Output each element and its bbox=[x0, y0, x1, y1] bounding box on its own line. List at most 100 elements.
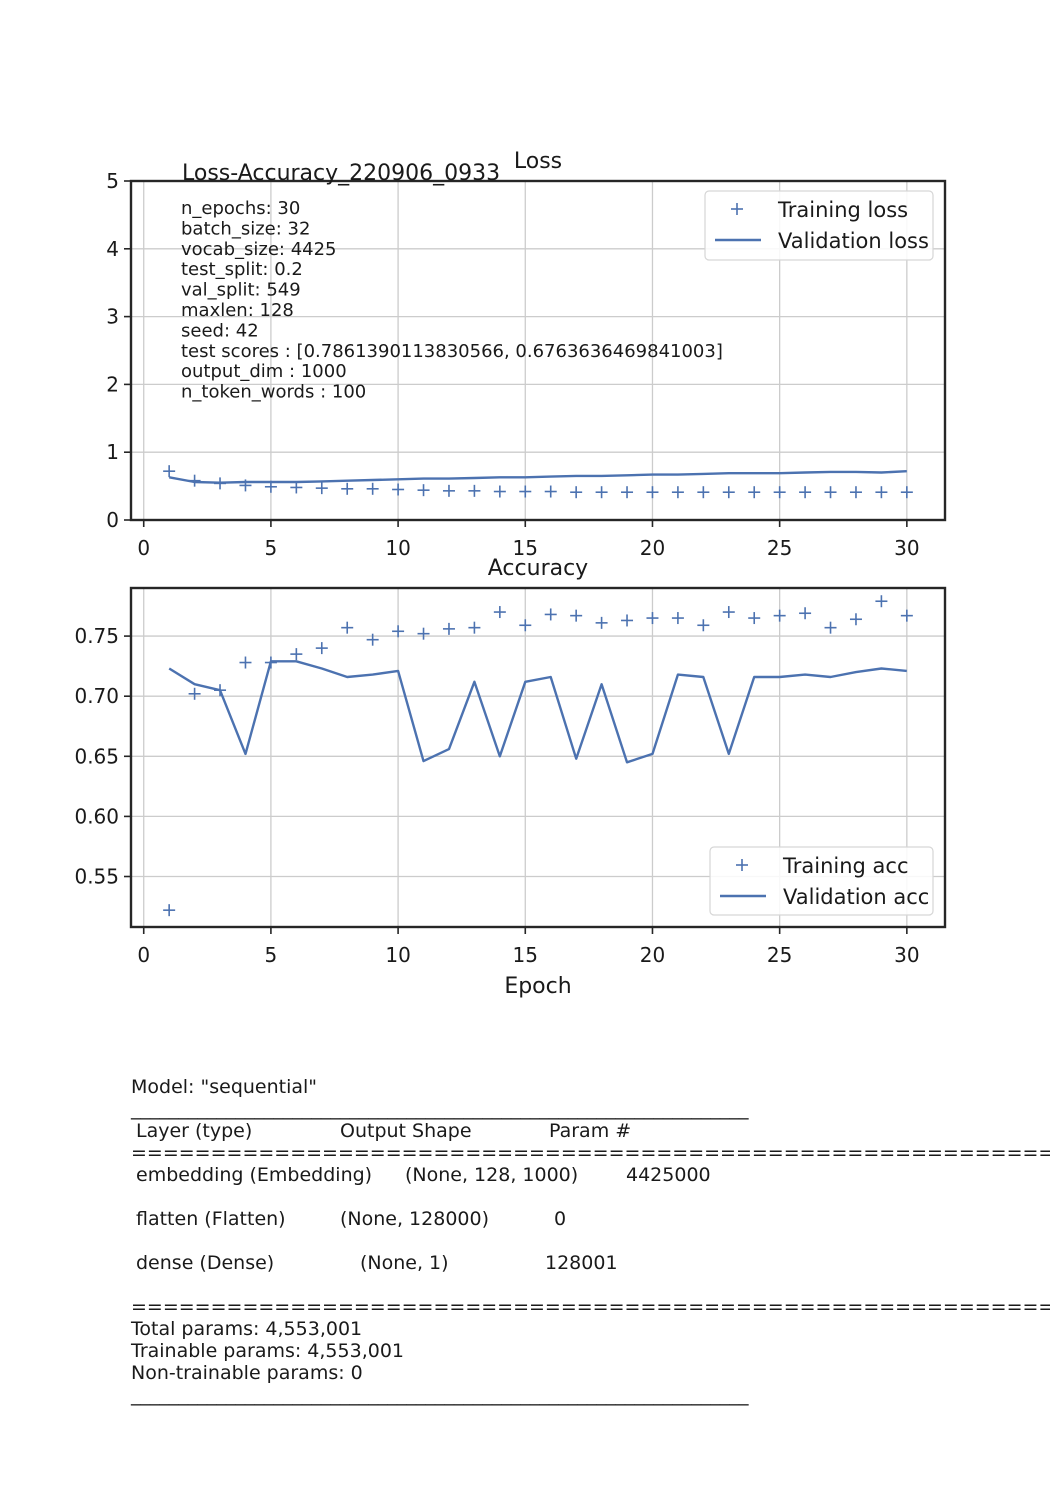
x-tick-label: 25 bbox=[767, 943, 792, 967]
legend-box bbox=[709, 846, 934, 916]
info-line: test_split: 0.2 bbox=[181, 259, 303, 280]
data-point-plus bbox=[875, 486, 888, 499]
data-point-plus bbox=[900, 609, 913, 622]
row-dense-shape: (None, 1) bbox=[360, 1252, 449, 1274]
data-point-plus bbox=[900, 486, 913, 499]
data-point-plus bbox=[849, 613, 862, 626]
data-point-plus bbox=[595, 616, 608, 629]
data-point-plus bbox=[849, 486, 862, 499]
data-point-plus bbox=[315, 482, 328, 495]
data-point-plus bbox=[290, 648, 303, 661]
header-param-count: Param # bbox=[549, 1120, 632, 1142]
y-tick-label: 0.70 bbox=[74, 684, 119, 708]
row-embedding-layer: embedding (Embedding) bbox=[136, 1164, 373, 1186]
row-flatten-shape: (None, 128000) bbox=[340, 1208, 490, 1230]
data-point-plus bbox=[621, 614, 634, 627]
data-point-plus bbox=[595, 486, 608, 499]
x-tick-label: 30 bbox=[894, 943, 919, 967]
x-tick-label: 10 bbox=[385, 536, 410, 560]
accuracy-legend: Training acc Validation acc bbox=[709, 846, 934, 916]
info-line: test scores : [0.7861390113830566, 0.676… bbox=[181, 341, 723, 362]
data-point-plus bbox=[646, 612, 659, 625]
data-point-plus bbox=[493, 485, 506, 498]
y-tick-label: 0.60 bbox=[74, 804, 119, 828]
loss-frame bbox=[129, 179, 947, 522]
summary-rule-equals-bottom: ========================================… bbox=[131, 1296, 1050, 1318]
info-line: n_epochs: 30 bbox=[181, 198, 300, 219]
accuracy-series bbox=[163, 595, 913, 917]
row-embedding-shape: (None, 128, 1000) bbox=[405, 1164, 579, 1186]
header-layer-type: Layer (type) bbox=[136, 1120, 253, 1142]
info-line: maxlen: 128 bbox=[181, 300, 294, 321]
row-embedding-params: 4425000 bbox=[626, 1164, 711, 1186]
data-point-plus bbox=[748, 486, 761, 499]
data-point-plus bbox=[570, 486, 583, 499]
data-point-plus bbox=[748, 612, 761, 625]
x-tick-label: 0 bbox=[137, 536, 150, 560]
legend-label: Training loss bbox=[777, 198, 908, 222]
data-point-plus bbox=[290, 481, 303, 494]
model-title: Model: "sequential" bbox=[131, 1076, 318, 1098]
data-point-plus bbox=[366, 633, 379, 646]
info-line: vocab_size: 4425 bbox=[181, 239, 337, 260]
y-tick-label: 3 bbox=[106, 305, 119, 329]
summary-rule-top: ________________________________________… bbox=[131, 1098, 749, 1120]
info-line: val_split: 549 bbox=[181, 280, 301, 301]
loss-accuracy-figure: 0 5 10 15 20 25 30 0 1 2 3 4 5 Loss Training loss Val… bbox=[74, 149, 947, 999]
summary-rule-bottom: ________________________________________… bbox=[131, 1384, 749, 1406]
data-point-plus bbox=[799, 486, 812, 499]
legend-plus-handle bbox=[731, 203, 743, 215]
data-point-plus bbox=[417, 484, 430, 497]
data-point-plus bbox=[824, 621, 837, 634]
data-point-plus bbox=[773, 486, 786, 499]
row-flatten-layer: flatten (Flatten) bbox=[136, 1208, 286, 1230]
x-tick-label: 10 bbox=[385, 943, 410, 967]
data-point-plus bbox=[188, 687, 201, 700]
loss-ticks: 0 5 10 15 20 25 30 0 1 2 3 4 5 bbox=[106, 169, 919, 560]
loss-series bbox=[163, 465, 913, 499]
x-tick-label: 15 bbox=[513, 943, 538, 967]
series-line-1 bbox=[168, 470, 907, 484]
data-point-plus bbox=[621, 486, 634, 499]
data-point-plus bbox=[544, 485, 557, 498]
data-point-plus bbox=[722, 606, 735, 619]
x-tick-label: 20 bbox=[640, 536, 665, 560]
data-point-plus bbox=[239, 656, 252, 669]
info-line: output_dim : 1000 bbox=[181, 361, 347, 382]
legend-label: Validation acc bbox=[783, 885, 929, 909]
y-tick-label: 1 bbox=[106, 440, 119, 464]
info-line: n_token_words : 100 bbox=[181, 382, 366, 403]
y-tick-label: 0.55 bbox=[74, 865, 119, 889]
x-tick-label: 5 bbox=[265, 943, 278, 967]
data-point-plus bbox=[799, 607, 812, 620]
header-output-shape: Output Shape bbox=[340, 1120, 472, 1142]
y-tick-label: 0.65 bbox=[74, 744, 119, 768]
plot-frame bbox=[129, 179, 947, 522]
data-point-plus bbox=[468, 621, 481, 634]
plot-frame bbox=[129, 586, 947, 929]
legend-label: Validation loss bbox=[778, 229, 929, 253]
data-point-plus bbox=[646, 486, 659, 499]
y-tick-label: 4 bbox=[106, 237, 119, 261]
row-dense-params: 128001 bbox=[545, 1252, 618, 1274]
data-point-plus bbox=[163, 465, 176, 478]
x-tick-label: 5 bbox=[265, 536, 278, 560]
data-point-plus bbox=[442, 622, 455, 635]
data-point-plus bbox=[442, 484, 455, 497]
data-point-plus bbox=[773, 609, 786, 622]
accuracy-x-axis-label: Epoch bbox=[504, 974, 571, 999]
data-point-plus bbox=[570, 609, 583, 622]
accuracy-frame bbox=[129, 586, 947, 929]
y-tick-label: 5 bbox=[106, 169, 119, 193]
loss-legend: Training loss Validation loss bbox=[704, 190, 934, 261]
x-tick-label: 0 bbox=[137, 943, 150, 967]
accuracy-chart-title: Accuracy bbox=[488, 556, 588, 581]
info-line: seed: 42 bbox=[181, 320, 259, 341]
accuracy-chart: 0 5 10 15 20 25 30 0.55 0.60 0.65 0.70 0.75 Accurac… bbox=[74, 556, 947, 999]
data-point-plus bbox=[163, 904, 176, 917]
legend-plus-handle bbox=[736, 859, 748, 871]
figure-suptitle: Loss-Accuracy_220906_0933 bbox=[182, 161, 500, 186]
row-flatten-params: 0 bbox=[554, 1208, 567, 1230]
x-tick-label: 25 bbox=[767, 536, 792, 560]
